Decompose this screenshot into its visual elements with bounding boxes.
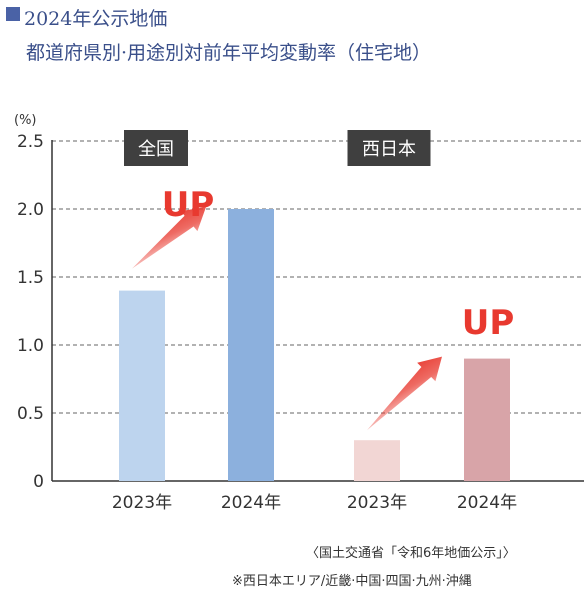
x-tick-label: 2023年 — [347, 493, 407, 513]
y-unit-label: (%) — [14, 113, 37, 128]
up-arrow — [132, 207, 206, 269]
title-line-2: 都道府県別·用途別対前年平均変動率（住宅地） — [26, 42, 432, 64]
group-label-box — [124, 130, 188, 166]
bar — [464, 358, 510, 481]
bar — [119, 290, 165, 481]
group-label: 西日本 — [362, 139, 416, 160]
y-tick-label: 2.0 — [17, 200, 44, 220]
group-label: 全国 — [138, 139, 174, 160]
group-label-box — [347, 130, 431, 166]
x-tick-label: 2024年 — [457, 493, 517, 513]
up-arrow-shape — [132, 207, 206, 269]
y-tick-label: 1.0 — [17, 336, 44, 356]
x-tick-label: 2024年 — [221, 493, 281, 513]
up-annotation: UP — [462, 303, 515, 343]
bar — [228, 209, 274, 481]
bar — [354, 440, 400, 481]
y-tick-label: 1.5 — [17, 268, 44, 288]
y-tick-label: 2.5 — [17, 132, 44, 152]
up-annotation: UP — [162, 185, 215, 225]
up-arrow-shape — [367, 356, 443, 431]
x-tick-label: 2023年 — [112, 493, 172, 513]
up-arrow — [367, 356, 443, 431]
source-note: 〈国土交通省「令和6年地価公示」〉 — [306, 546, 516, 561]
title-marker — [6, 7, 20, 21]
footnote: ※西日本エリア/近畿·中国·四国·九州·沖縄 — [232, 574, 472, 589]
y-tick-label: 0 — [33, 472, 44, 492]
y-tick-label: 0.5 — [17, 404, 44, 424]
title-line-1: 2024年公示地価 — [24, 8, 168, 30]
